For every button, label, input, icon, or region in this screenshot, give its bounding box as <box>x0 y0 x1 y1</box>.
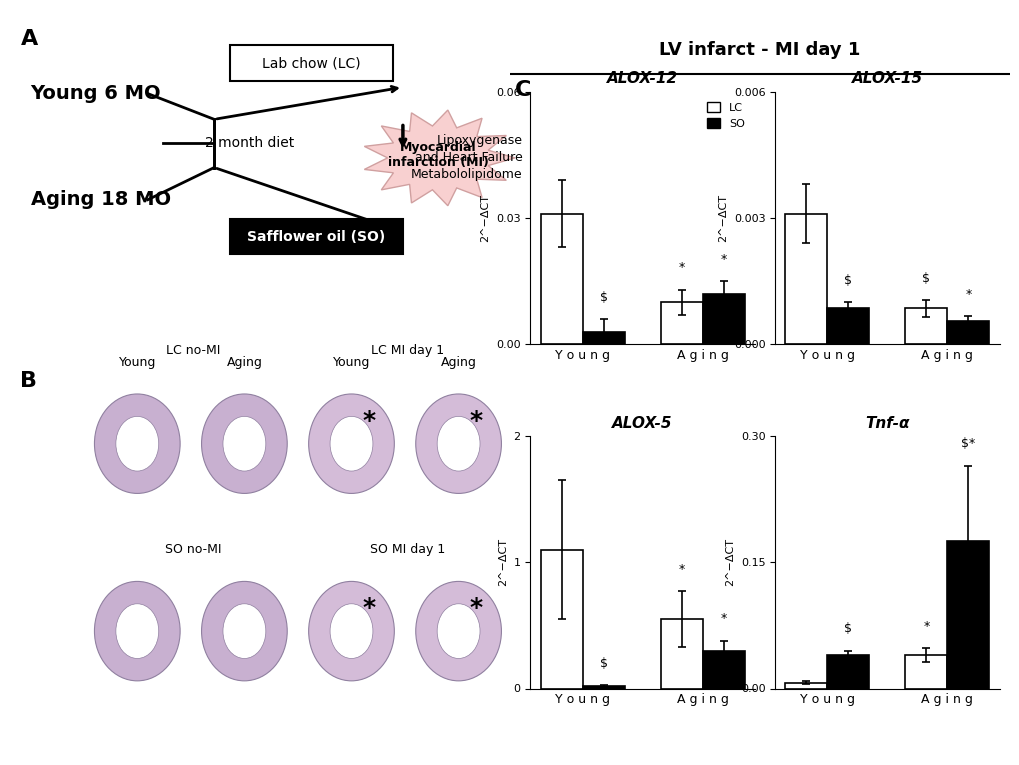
Text: *: * <box>719 613 726 626</box>
Bar <box>826 655 868 689</box>
Ellipse shape <box>95 394 180 493</box>
Text: Young: Young <box>332 356 370 369</box>
Text: LC no-MI: LC no-MI <box>166 344 220 357</box>
Text: Lipoxygenase
and Heart Failure
Metabololipidome: Lipoxygenase and Heart Failure Metabolol… <box>411 135 523 181</box>
Title: ALOX-12: ALOX-12 <box>606 71 678 86</box>
Text: *: * <box>469 409 482 433</box>
Text: Lab chow (LC): Lab chow (LC) <box>262 56 360 70</box>
Text: $: $ <box>599 656 607 669</box>
Polygon shape <box>364 110 515 206</box>
Text: Aging: Aging <box>440 356 476 369</box>
Bar <box>785 214 826 344</box>
Ellipse shape <box>309 581 394 681</box>
Bar <box>702 650 744 688</box>
Text: $: $ <box>844 274 852 287</box>
FancyBboxPatch shape <box>229 45 392 81</box>
Title: ALOX-5: ALOX-5 <box>611 415 673 431</box>
Text: *: * <box>922 620 928 633</box>
Text: Aging 18 MO: Aging 18 MO <box>31 190 170 209</box>
Title: ALOX-15: ALOX-15 <box>851 71 922 86</box>
Text: SO MI day 1: SO MI day 1 <box>369 543 444 556</box>
Text: $: $ <box>599 291 607 304</box>
Text: Young 6 MO: Young 6 MO <box>31 84 161 103</box>
Ellipse shape <box>309 394 394 493</box>
Text: C: C <box>515 80 531 100</box>
FancyBboxPatch shape <box>229 219 403 254</box>
Bar <box>905 655 947 689</box>
Ellipse shape <box>416 581 501 681</box>
Ellipse shape <box>330 604 373 659</box>
Text: *: * <box>719 253 726 266</box>
Ellipse shape <box>330 416 373 471</box>
Ellipse shape <box>437 416 480 471</box>
Bar <box>947 321 988 344</box>
Text: $: $ <box>844 623 852 636</box>
Y-axis label: 2^−ΔCT: 2^−ΔCT <box>497 539 507 586</box>
Bar <box>826 308 868 344</box>
Ellipse shape <box>202 394 287 493</box>
Text: *: * <box>678 262 684 275</box>
Text: $*: $* <box>960 438 974 451</box>
Title: Tnf-α: Tnf-α <box>864 415 909 431</box>
Bar <box>540 549 582 688</box>
Text: *: * <box>964 288 970 301</box>
Text: *: * <box>678 563 684 576</box>
Text: LC MI day 1: LC MI day 1 <box>370 344 443 357</box>
Legend: LC, SO: LC, SO <box>701 97 749 133</box>
Ellipse shape <box>223 604 266 659</box>
Y-axis label: 2^−ΔCT: 2^−ΔCT <box>480 194 490 242</box>
Text: SO no-MI: SO no-MI <box>165 543 221 556</box>
Text: B: B <box>20 370 38 391</box>
Text: Myocardial
infarction (MI): Myocardial infarction (MI) <box>388 141 488 169</box>
Bar <box>905 308 947 344</box>
Text: *: * <box>362 596 375 620</box>
Bar <box>582 686 624 688</box>
Text: *: * <box>362 409 375 433</box>
Ellipse shape <box>437 604 480 659</box>
Text: 2 month diet: 2 month diet <box>205 136 294 151</box>
Text: $: $ <box>921 272 929 285</box>
Text: Young: Young <box>118 356 156 369</box>
Text: Aging: Aging <box>226 356 262 369</box>
Y-axis label: 2^−ΔCT: 2^−ΔCT <box>725 539 735 586</box>
Text: LV infarct - MI day 1: LV infarct - MI day 1 <box>658 41 860 59</box>
Text: Safflower oil (SO): Safflower oil (SO) <box>247 230 385 243</box>
Bar <box>660 619 702 688</box>
Ellipse shape <box>416 394 501 493</box>
Text: *: * <box>469 596 482 620</box>
Text: A: A <box>20 29 38 50</box>
Bar <box>582 332 624 344</box>
Ellipse shape <box>202 581 287 681</box>
Bar <box>660 302 702 344</box>
Bar <box>785 682 826 688</box>
Bar <box>702 294 744 344</box>
Bar <box>947 542 988 688</box>
Y-axis label: 2^−ΔCT: 2^−ΔCT <box>717 194 728 242</box>
Ellipse shape <box>116 416 159 471</box>
Bar <box>540 213 582 344</box>
Ellipse shape <box>223 416 266 471</box>
Ellipse shape <box>116 604 159 659</box>
Ellipse shape <box>95 581 180 681</box>
